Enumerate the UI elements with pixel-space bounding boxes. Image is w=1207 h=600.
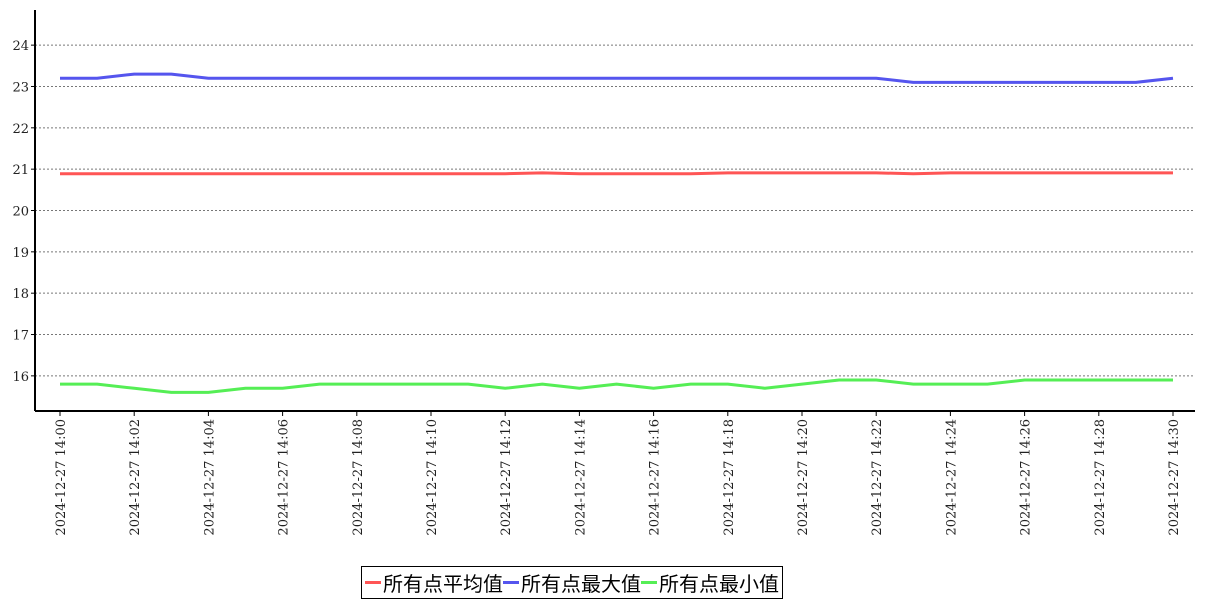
legend: 所有点平均值 所有点最大值 所有点最小值 — [361, 566, 783, 599]
series-line-0 — [60, 171, 1173, 176]
legend-swatch-min — [641, 581, 657, 584]
x-tick-label: 2024-12-27 14:26 — [1019, 419, 1034, 536]
y-tick-label: 17 — [12, 329, 29, 344]
x-tick-label: 2024-12-27 14:06 — [277, 419, 292, 536]
x-tick-label: 2024-12-27 14:16 — [648, 419, 663, 536]
y-tick-label: 18 — [12, 287, 29, 302]
x-tick-label: 2024-12-27 14:12 — [499, 419, 514, 536]
y-tick-label: 24 — [12, 39, 29, 54]
x-tick-label: 2024-12-27 14:24 — [944, 419, 959, 536]
x-tick-label: 2024-12-27 14:30 — [1167, 419, 1182, 536]
x-tick-label: 2024-12-27 14:04 — [202, 419, 217, 536]
legend-label-average: 所有点平均值 — [383, 572, 503, 596]
legend-item-min[interactable]: 所有点最小值 — [641, 568, 779, 597]
x-tick-label: 2024-12-27 14:02 — [128, 419, 143, 536]
x-tick-label: 2024-12-27 14:28 — [1093, 419, 1108, 536]
legend-label-min: 所有点最小值 — [659, 572, 779, 596]
y-tick-label: 19 — [12, 246, 29, 261]
x-tick-label: 2024-12-27 14:20 — [796, 419, 811, 536]
x-tick-label: 2024-12-27 14:22 — [870, 419, 885, 536]
series-line-1 — [60, 72, 1174, 84]
x-tick-label: 2024-12-27 14:10 — [425, 419, 440, 536]
y-tick-label: 23 — [12, 80, 29, 95]
legend-item-average[interactable]: 所有点平均值 — [365, 568, 503, 597]
legend-item-max[interactable]: 所有点最大值 — [503, 568, 641, 597]
legend-swatch-average — [365, 581, 381, 584]
legend-swatch-max — [503, 581, 519, 584]
x-tick-label: 2024-12-27 14:08 — [351, 419, 366, 536]
y-tick-label: 16 — [12, 370, 29, 385]
x-tick-label: 2024-12-27 14:14 — [573, 419, 588, 536]
series-line-2 — [60, 378, 1173, 394]
x-tick-label: 2024-12-27 14:18 — [722, 419, 737, 536]
y-tick-label: 20 — [12, 205, 29, 220]
x-tick-label: 2024-12-27 14:00 — [54, 419, 69, 536]
y-tick-label: 21 — [12, 163, 29, 178]
legend-label-max: 所有点最大值 — [521, 572, 641, 596]
y-tick-label: 22 — [12, 122, 29, 137]
